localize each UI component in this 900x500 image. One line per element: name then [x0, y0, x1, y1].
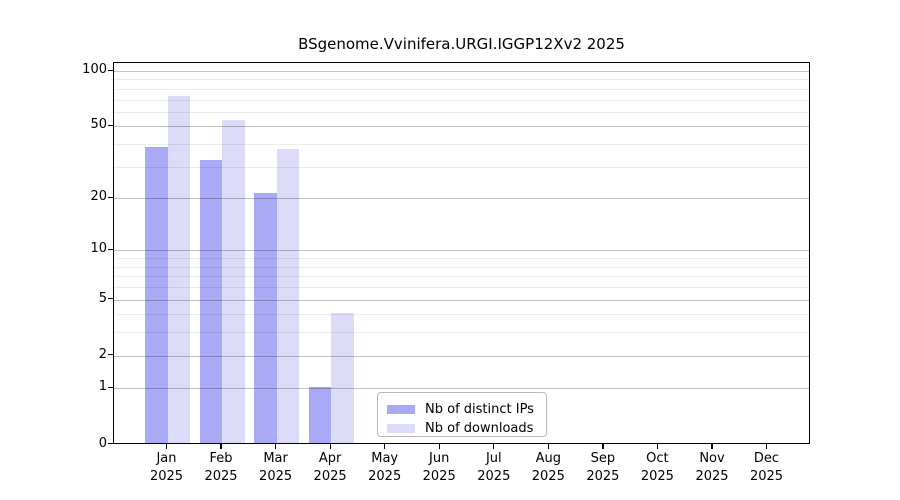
y-tick-label-5: 5	[98, 290, 107, 306]
bar-feb-downloads	[222, 120, 245, 443]
x-tick-label-may: May 2025	[368, 451, 402, 484]
x-tick-label-feb: Feb 2025	[204, 451, 238, 484]
y-tick-mark-2	[108, 354, 113, 356]
y-tick-mark-20	[108, 196, 113, 198]
y-tick-label-0: 0	[98, 435, 107, 451]
bar-mar-downloads	[276, 148, 300, 443]
legend-label-downloads: Nb of downloads	[425, 420, 534, 436]
x-tick-mark-apr	[329, 444, 331, 449]
legend-entry-downloads: Nb of downloads	[387, 419, 537, 437]
bar-apr-distinct-ips	[308, 386, 332, 443]
y-tick-mark-100	[108, 69, 113, 71]
x-tick-mark-aug	[547, 444, 549, 449]
y-tick-mark-5	[108, 298, 113, 300]
x-tick-mark-dec	[765, 444, 768, 449]
x-tick-mark-oct	[656, 444, 659, 449]
bar-feb-distinct-ips	[199, 160, 222, 443]
x-tick-label-sep: Sep 2025	[586, 451, 620, 484]
x-tick-label-nov: Nov 2025	[695, 451, 729, 484]
legend-swatch-distinct-ips	[387, 404, 415, 414]
y-tick-label-2: 2	[98, 346, 107, 362]
y-tick-label-100: 100	[82, 62, 107, 77]
y-tick-mark-50	[108, 124, 113, 127]
x-tick-label-jan: Jan 2025	[149, 451, 184, 484]
x-tick-label-aug: Aug 2025	[531, 451, 565, 484]
legend-entry-distinct-ips: Nb of distinct IPs	[387, 400, 537, 418]
y-tick-label-50: 50	[90, 117, 107, 133]
x-tick-label-oct: Oct 2025	[640, 451, 674, 484]
bar-mar-distinct-ips	[254, 192, 277, 443]
x-tick-label-apr: Apr 2025	[313, 451, 347, 484]
bar-jan-distinct-ips	[145, 146, 168, 443]
x-tick-mark-jun	[438, 444, 440, 449]
x-tick-label-dec: Dec 2025	[749, 451, 784, 484]
legend-label-distinct-ips: Nb of distinct IPs	[425, 401, 534, 417]
y-tick-mark-0	[108, 443, 113, 445]
bars-layer	[114, 63, 809, 443]
x-tick-mark-mar	[275, 444, 277, 449]
bar-jan-downloads	[167, 95, 190, 443]
y-tick-label-1: 1	[98, 379, 107, 395]
plot-area	[113, 62, 810, 444]
legend-swatch-downloads	[387, 423, 415, 433]
x-tick-mark-jan	[165, 444, 168, 449]
y-tick-mark-10	[108, 248, 113, 251]
y-tick-label-10: 10	[90, 241, 107, 257]
bar-apr-downloads	[331, 312, 354, 443]
x-tick-mark-jul	[493, 444, 495, 449]
x-tick-mark-sep	[602, 444, 604, 449]
legend: Nb of distinct IPs Nb of downloads	[377, 392, 547, 437]
y-tick-mark-1	[108, 386, 113, 389]
y-tick-label-20: 20	[90, 189, 107, 205]
x-tick-mark-nov	[711, 444, 713, 449]
x-tick-mark-feb	[220, 444, 222, 449]
x-tick-label-jun: Jun 2025	[422, 451, 456, 484]
x-tick-label-jul: Jul 2025	[477, 451, 511, 484]
x-tick-mark-may	[384, 444, 386, 449]
x-tick-label-mar: Mar 2025	[259, 451, 293, 484]
chart-title: BSgenome.Vvinifera.URGI.IGGP12Xv2 2025	[298, 35, 625, 53]
